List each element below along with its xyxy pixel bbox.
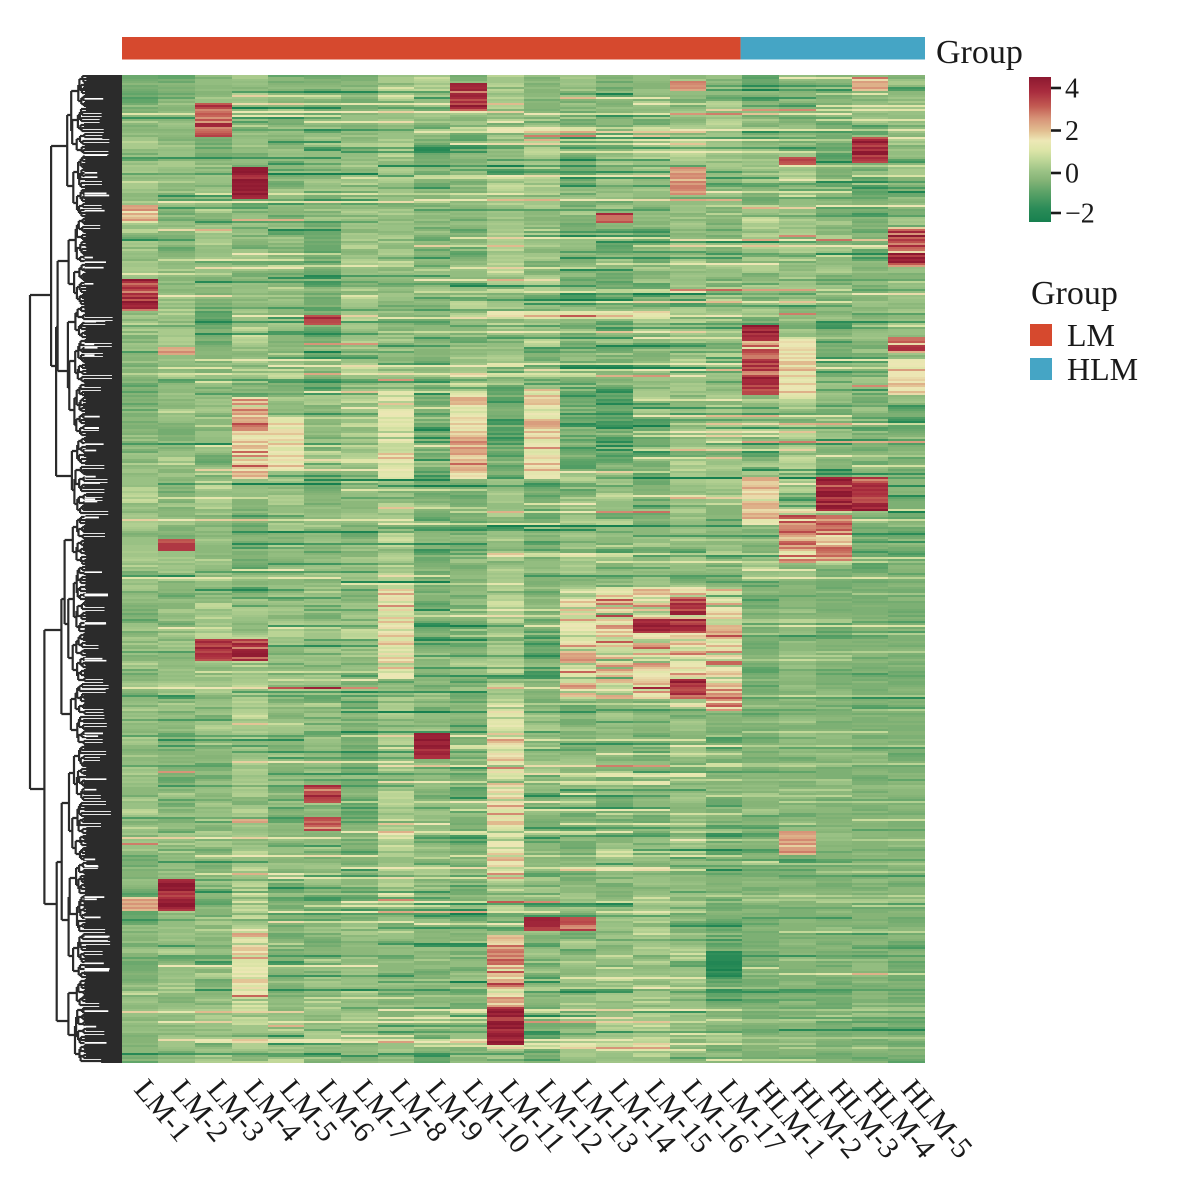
svg-text:HLM: HLM: [1067, 351, 1138, 387]
svg-text:4: 4: [1065, 74, 1079, 105]
svg-text:LM: LM: [1067, 317, 1115, 353]
svg-text:0: 0: [1065, 159, 1079, 190]
svg-text:Group: Group: [1031, 275, 1118, 312]
svg-text:2: 2: [1065, 116, 1079, 147]
svg-text:Group: Group: [936, 34, 1023, 71]
svg-text:−2: −2: [1065, 199, 1095, 230]
